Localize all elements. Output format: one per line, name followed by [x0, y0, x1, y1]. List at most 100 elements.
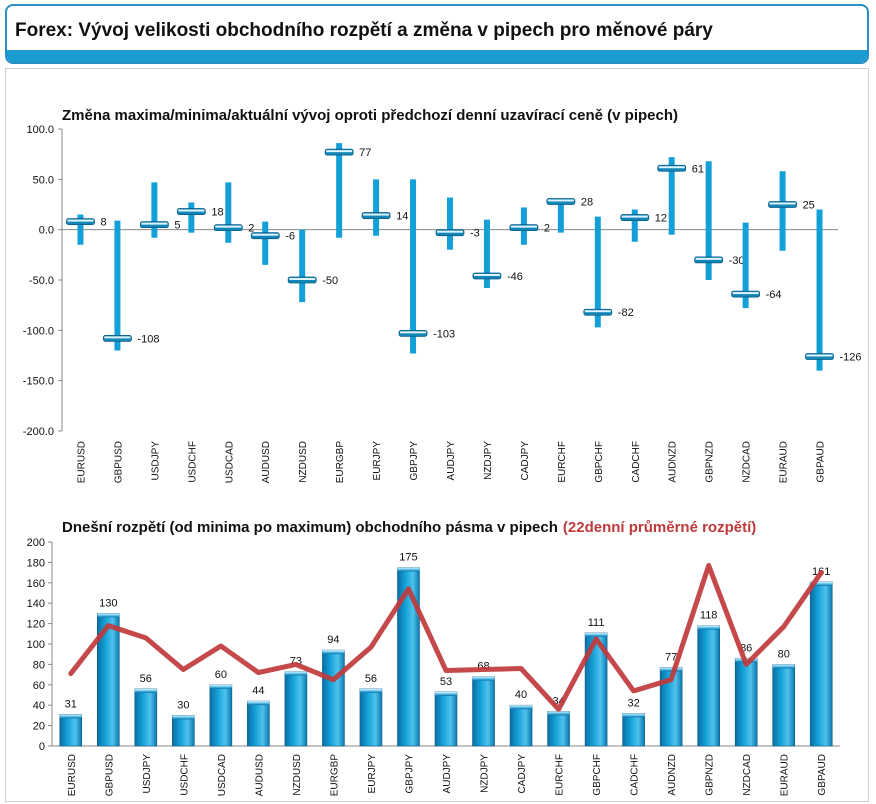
current-value-label: -50: [322, 275, 338, 287]
current-marker-highlight: [769, 202, 796, 205]
y-tick-label: 0: [39, 741, 45, 753]
change-chart-title: Změna maxima/minima/aktuální vývoj oprot…: [62, 107, 678, 124]
range-value-label: 118: [700, 610, 718, 622]
y-tick-label: 200: [27, 537, 45, 549]
range-value-label: 175: [399, 552, 417, 564]
range-bar-eurchf: [547, 711, 570, 747]
range-value-label: 30: [177, 699, 189, 711]
category-label: USDJPY: [150, 441, 161, 481]
current-value-label: -126: [840, 352, 862, 364]
range-value-label: 77: [665, 651, 677, 663]
y-tick-label: -200.0: [23, 426, 54, 438]
current-value-label: 2: [248, 223, 254, 235]
current-value-label: 12: [655, 213, 667, 225]
current-value-label: 25: [803, 200, 815, 212]
category-label: USDCAD: [217, 754, 228, 796]
category-label: EURAUD: [779, 441, 790, 483]
current-value-label: 14: [396, 211, 408, 223]
range-value-label: 40: [515, 689, 527, 701]
category-label: AUDJPY: [442, 754, 453, 794]
category-label: GBPJPY: [409, 441, 420, 481]
range-bar-cadjpy: [509, 704, 533, 747]
current-marker-highlight: [584, 310, 611, 313]
current-marker-highlight: [289, 278, 316, 280]
range-bar-cap: [697, 625, 720, 630]
category-label: GBPUSD: [104, 754, 115, 796]
current-marker-highlight: [252, 233, 279, 236]
category-label: CADCHF: [630, 754, 641, 796]
current-value-label: -46: [507, 271, 523, 283]
y-tick-label: -150.0: [23, 376, 54, 388]
range-value-label: 32: [627, 697, 639, 709]
range-bar-cap: [810, 581, 833, 586]
current-marker-highlight: [732, 292, 759, 295]
range-bar-eurjpy: [359, 688, 383, 747]
category-label: NZDCAD: [742, 441, 753, 483]
current-marker-highlight: [437, 230, 463, 233]
range-bar-eurgbp: [322, 649, 345, 747]
current-value-label: 77: [359, 147, 371, 159]
y-tick-label: 40: [33, 700, 45, 712]
range-value-label: 111: [588, 617, 605, 629]
y-tick-label: 180: [27, 557, 45, 569]
range-bar-nzdjpy: [472, 676, 495, 747]
range-bar-euraud: [772, 664, 796, 747]
range-bar-cap: [134, 688, 157, 693]
category-label: EURUSD: [67, 754, 78, 796]
range-bar-gbpaud: [809, 581, 833, 747]
category-label: CADJPY: [520, 441, 531, 481]
current-value-label: -82: [618, 307, 634, 319]
range-bar-cap: [660, 667, 683, 672]
current-marker-eurusd: [66, 218, 95, 226]
category-label: AUDJPY: [446, 441, 457, 481]
current-marker-highlight: [621, 215, 648, 218]
current-marker-eurchf: [546, 198, 576, 205]
range-bar-nzdcad: [734, 657, 758, 747]
category-label: NZDJPY: [483, 441, 494, 480]
range-bar-cap: [59, 714, 82, 719]
y-tick-label: 60: [33, 680, 45, 692]
range-bar-cap: [359, 688, 382, 693]
y-tick-label: 80: [33, 659, 45, 671]
page-title: Forex: Vývoj velikosti obchodního rozpět…: [15, 20, 713, 41]
current-value-label: -103: [433, 328, 455, 340]
category-label: EURAUD: [780, 754, 791, 796]
y-tick-label: 20: [33, 721, 45, 733]
range-bar-cap: [397, 567, 420, 572]
category-label: NZDJPY: [480, 754, 491, 793]
current-marker-highlight: [363, 213, 390, 216]
category-label: CADCHF: [631, 441, 642, 483]
range-bar-eurusd: [59, 714, 83, 747]
current-marker-audnzd: [657, 164, 687, 172]
current-value-label: -108: [137, 333, 159, 345]
range-chart-title-main: Dnešní rozpětí (od minima po maximum) ob…: [62, 519, 558, 536]
range-bar-audusd: [247, 700, 270, 747]
y-tick-label: 160: [27, 578, 45, 590]
current-value-label: -64: [766, 289, 782, 301]
range-value-label: 130: [99, 597, 117, 609]
current-marker-highlight: [547, 199, 574, 202]
y-tick-label: 140: [27, 598, 45, 610]
current-value-label: 5: [174, 220, 180, 232]
y-tick-label: 100.0: [26, 124, 54, 136]
category-label: EURGBP: [329, 754, 340, 797]
current-value-label: 2: [544, 223, 550, 235]
range-value-label: 31: [65, 698, 77, 710]
current-value-label: -30: [729, 255, 745, 267]
current-value-label: 8: [100, 217, 106, 229]
current-marker-highlight: [400, 331, 427, 334]
range-bar-cap: [585, 632, 608, 637]
range-bar-cap: [322, 650, 345, 655]
current-value-label: 61: [692, 163, 704, 175]
current-value-label: 28: [581, 196, 593, 208]
range-bar-cadchf: [622, 713, 645, 747]
range-bar-cap: [547, 711, 570, 716]
range-bar-cap: [510, 705, 533, 710]
range-bar-nzdusd: [284, 671, 308, 747]
range-value-label: 44: [252, 685, 264, 697]
category-label: GBPNZD: [705, 441, 716, 483]
range-bar-cap: [97, 613, 120, 618]
current-marker-highlight: [215, 225, 242, 228]
category-label: AUDUSD: [254, 754, 265, 796]
category-label: USDCHF: [179, 754, 190, 796]
